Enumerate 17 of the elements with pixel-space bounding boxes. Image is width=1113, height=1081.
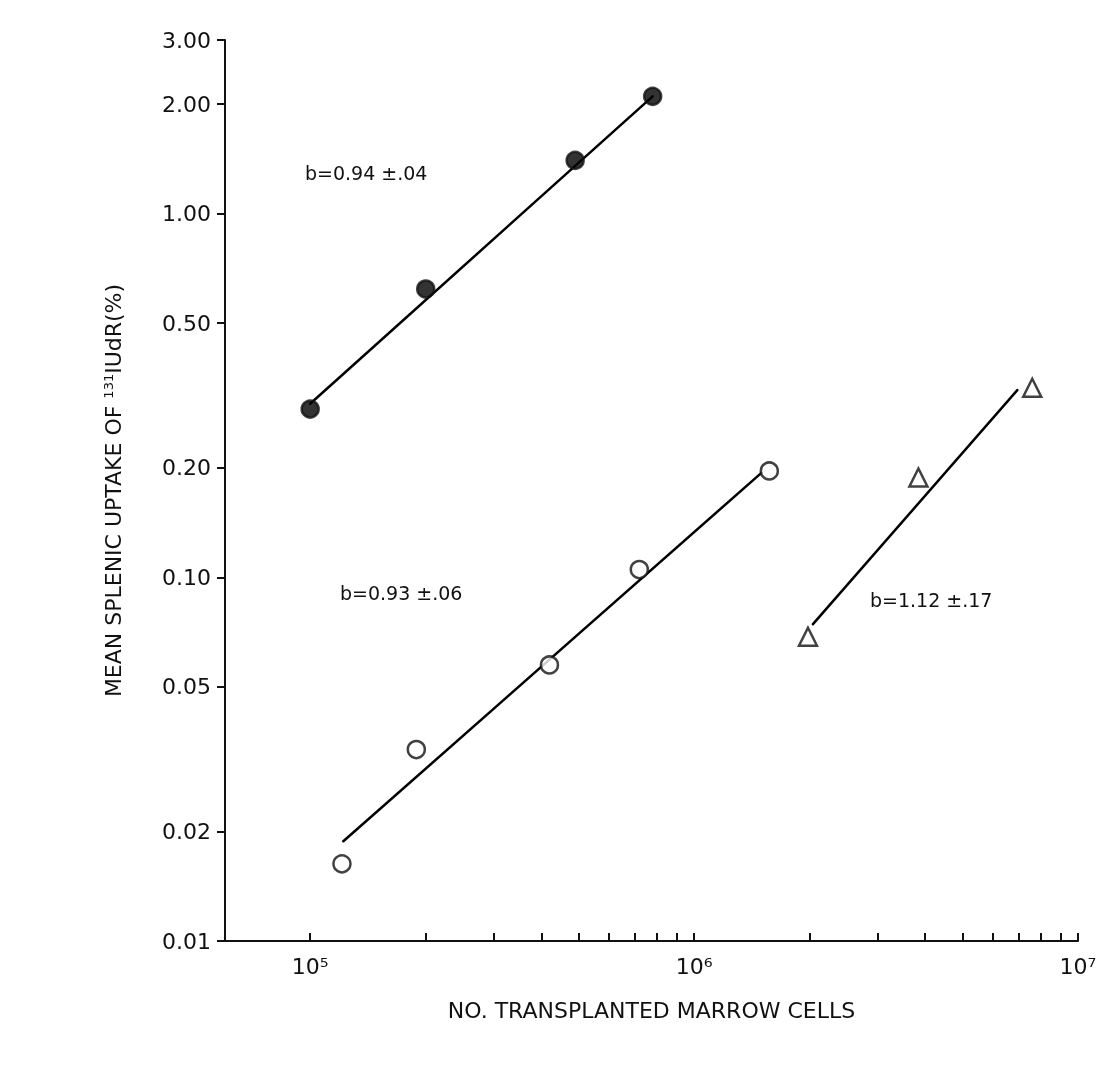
y-tick-label: 0.50 <box>162 310 211 336</box>
y-tick-label: 0.01 <box>162 928 211 954</box>
y-tick-label: 0.20 <box>162 455 211 481</box>
x-axis-title: NO. TRANSPLANTED MARROW CELLS <box>447 997 856 1023</box>
x-tick-label: 10⁷ <box>1059 953 1097 979</box>
x-tick-label: 10⁶ <box>675 953 713 979</box>
y-tick-label: 3.00 <box>162 27 211 53</box>
annotation: b=0.94 ±.04 <box>305 161 428 184</box>
y-tick-label: 0.05 <box>162 674 211 700</box>
x-tick-label: 10⁵ <box>291 953 329 979</box>
annotation: b=0.93 ±.06 <box>340 581 463 604</box>
y-tick-label: 0.02 <box>162 819 211 845</box>
annotation: b=1.12 ±.17 <box>870 588 993 611</box>
y-axis-title: MEAN SPLENIC UPTAKE OF 131IUdR(%) <box>101 283 126 698</box>
y-tick-label: 2.00 <box>162 91 211 117</box>
y-tick-label: 1.00 <box>162 201 211 227</box>
y-tick-label: 0.10 <box>162 564 211 590</box>
